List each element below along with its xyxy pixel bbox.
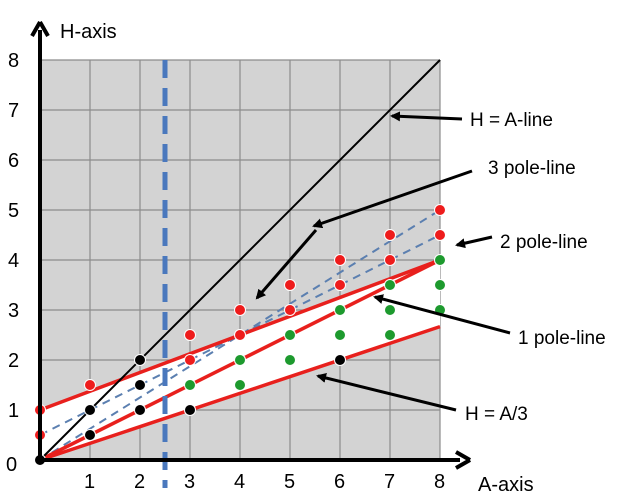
- point-green: [234, 354, 246, 366]
- point-green: [284, 354, 296, 366]
- point-red: [184, 329, 196, 341]
- x-tick-label: 3: [184, 471, 195, 493]
- y-tick-label: 2: [8, 350, 19, 372]
- h-equals-a-third-label: H = A/3: [465, 404, 528, 425]
- point-red: [234, 329, 246, 341]
- y-tick-label: 6: [8, 150, 19, 172]
- diagram-lines: [39, 59, 441, 488]
- y-tick-labels: 1 2 3 4 5 6 7 8: [8, 50, 19, 422]
- point-green: [384, 304, 396, 316]
- annotation-h-equals-a-third: H = A/3: [316, 373, 528, 425]
- point-green: [184, 379, 196, 391]
- x-tick-label: 2: [134, 471, 145, 493]
- point-green: [334, 329, 346, 341]
- point-red: [334, 254, 346, 266]
- x-axis-title: A-axis: [478, 474, 534, 496]
- x-axis-arrow: [455, 450, 471, 470]
- point-red: [434, 204, 446, 216]
- point-red: [84, 379, 96, 391]
- point-red: [234, 304, 246, 316]
- annotation-three-pole: 3 pole-line: [255, 158, 576, 300]
- point-red: [384, 254, 396, 266]
- point-green: [434, 254, 446, 266]
- point-red: [334, 279, 346, 291]
- y-tick-label: 3: [8, 300, 19, 322]
- x-tick-label: 7: [384, 471, 395, 493]
- point-green: [234, 379, 246, 391]
- y-tick-label: 7: [8, 100, 19, 122]
- point-black: [84, 404, 96, 416]
- h-equals-a-line: [39, 59, 441, 461]
- x-tick-labels: 1 2 3 4 5 6 7 8: [84, 471, 445, 493]
- origin-label: 0: [6, 454, 17, 476]
- point-black: [334, 354, 346, 366]
- h-equals-a-label: H = A-line: [470, 110, 553, 131]
- point-green: [384, 329, 396, 341]
- x-tick-label: 6: [334, 471, 345, 493]
- point-red: [384, 229, 396, 241]
- y-tick-label: 4: [8, 250, 19, 272]
- three-pole-label: 3 pole-line: [488, 158, 576, 179]
- three-pole-dashed-line: [39, 209, 441, 461]
- point-green: [284, 329, 296, 341]
- y-axis-arrow: [30, 21, 50, 37]
- point-red: [284, 279, 296, 291]
- annotation-two-pole: 2 pole-line: [455, 232, 588, 253]
- annotation-h-equals-a: H = A-line: [390, 110, 553, 131]
- x-tick-label: 5: [284, 471, 295, 493]
- annotation-one-pole: 1 pole-line: [373, 294, 606, 349]
- x-tick-label: 1: [84, 471, 95, 493]
- point-red: [434, 229, 446, 241]
- point-green: [434, 279, 446, 291]
- y-tick-label: 8: [8, 50, 19, 72]
- point-black: [134, 404, 146, 416]
- point-black: [134, 354, 146, 366]
- point-red: [184, 354, 196, 366]
- point-black: [134, 379, 146, 391]
- two-pole-label: 2 pole-line: [500, 232, 588, 253]
- point-green: [334, 304, 346, 316]
- point-black: [84, 429, 96, 441]
- point-red: [284, 304, 296, 316]
- y-tick-label: 1: [8, 400, 19, 422]
- x-tick-label: 8: [434, 471, 445, 493]
- y-tick-label: 5: [8, 200, 19, 222]
- h-equals-a-third-line: [39, 324, 441, 462]
- x-tick-label: 4: [234, 471, 245, 493]
- two-pole-dashed-line: [39, 234, 441, 436]
- point-green: [384, 279, 396, 291]
- point-black: [184, 404, 196, 416]
- y-axis-title: H-axis: [60, 21, 117, 43]
- one-pole-label: 1 pole-line: [518, 328, 606, 349]
